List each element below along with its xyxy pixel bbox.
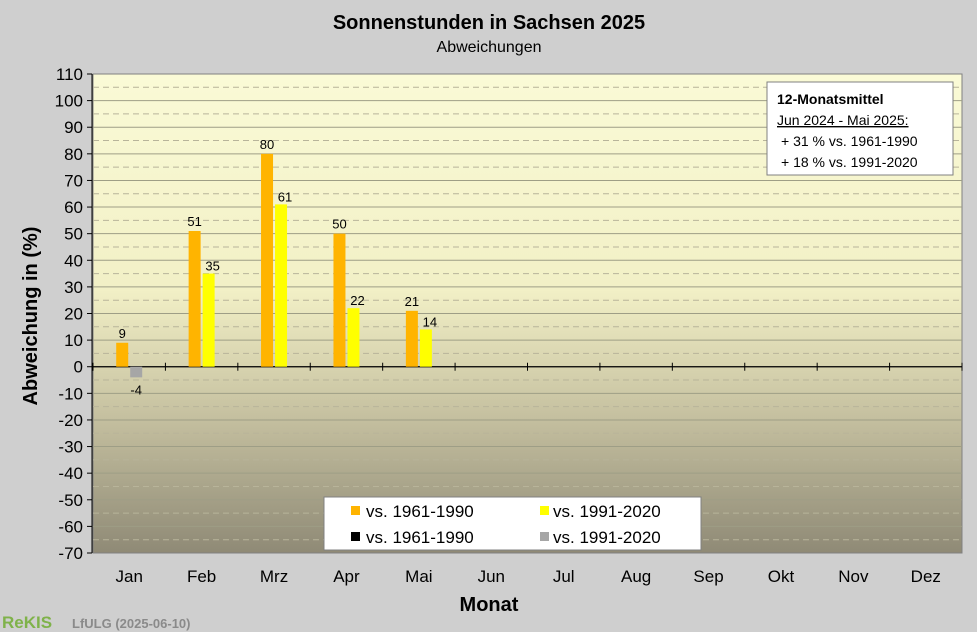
x-axis-label: Monat: [460, 594, 519, 616]
x-tick-label-feb: Feb: [187, 567, 216, 586]
bar-jan-vs-1991-2020-s3: [130, 366, 143, 378]
legend-swatch-1961-1990-current: [351, 506, 360, 515]
data-label-mai-s1: 14: [423, 314, 437, 329]
y-tick-label-40: -40: [58, 464, 83, 483]
y-tick-label-10: 10: [64, 331, 83, 350]
y-tick-label-80: 80: [64, 145, 83, 164]
data-label-mrz-s0: 80: [260, 137, 274, 152]
bar-mrz-vs-1991-2020-s1: [275, 204, 288, 367]
y-tick-labels: 1101009080706050403020100-10-20-30-40-50…: [55, 65, 83, 563]
bar-feb-vs-1991-2020-s1: [202, 273, 215, 367]
annotation-box: 12-Monatsmittel Jun 2024 - Mai 2025: + 3…: [766, 81, 954, 176]
y-tick-label-30: 30: [64, 278, 83, 297]
x-tick-label-jun: Jun: [478, 567, 505, 586]
bar-mai-vs-1991-2020-s1: [419, 329, 432, 367]
legend-swatch-1991-2020-current: [540, 506, 549, 515]
bar-apr-vs-1991-2020-s1: [347, 308, 360, 367]
y-tick-label-110: 110: [56, 65, 83, 84]
y-tick-label-30: -30: [58, 438, 83, 457]
data-label-apr-s0: 50: [332, 217, 346, 232]
y-tick-label-60: 60: [64, 198, 83, 217]
y-tick-label-20: -20: [58, 411, 83, 430]
x-tick-label-jul: Jul: [553, 567, 575, 586]
y-tick-label-100: 100: [55, 92, 83, 111]
bar-jan-vs-1961-1990-s0: [116, 342, 129, 367]
data-label-jan-s0: 9: [119, 326, 126, 341]
y-tick-label-20: 20: [64, 305, 83, 324]
bar-apr-vs-1961-1990-s0: [333, 233, 346, 367]
x-tick-label-okt: Okt: [768, 567, 795, 586]
legend-label-1991-2020-negative: vs. 1991-2020: [553, 528, 661, 547]
x-tick-label-mai: Mai: [405, 567, 432, 586]
bar-mrz-vs-1961-1990-s0: [261, 153, 274, 367]
x-tick-label-sep: Sep: [693, 567, 723, 586]
bars: 9 51 80 50 21 35 61 22 14 -4: [116, 137, 437, 397]
y-tick-label-60: -60: [58, 517, 83, 536]
y-tick-label-40: 40: [64, 251, 83, 270]
x-tick-labels: Jan Feb Mrz Apr Mai Jun Jul Aug Sep Okt Nov Dez: [115, 567, 940, 586]
rekis-logo: ReKIS: [2, 613, 52, 632]
data-label-jan-s3: -4: [130, 382, 142, 397]
x-tick-label-jan: Jan: [115, 567, 142, 586]
x-tick-label-aug: Aug: [621, 567, 651, 586]
y-tick-label-70: -70: [58, 544, 83, 563]
y-tick-label-70: 70: [64, 171, 83, 190]
annotation-line-2: + 18 % vs. 1991-2020: [781, 154, 918, 170]
x-tick-label-apr: Apr: [333, 567, 360, 586]
y-tick-label-50: 50: [64, 225, 83, 244]
legend-swatch-1961-1990-negative: [351, 532, 360, 541]
y-tick-label-10: -10: [58, 384, 83, 403]
data-label-apr-s1: 22: [350, 293, 364, 308]
legend-swatch-1991-2020-negative: [540, 532, 549, 541]
x-tick-label-dez: Dez: [911, 567, 941, 586]
legend: vs. 1961-1990 vs. 1991-2020 vs. 1961-199…: [323, 496, 702, 551]
legend-label-1961-1990-negative: vs. 1961-1990: [366, 528, 474, 547]
bar-feb-vs-1961-1990-s0: [188, 231, 201, 367]
data-label-feb-s0: 51: [187, 214, 201, 229]
chart-title: Sonnenstunden in Sachsen 2025: [333, 12, 645, 34]
data-label-mai-s0: 21: [405, 294, 419, 309]
y-tick-label-0: 0: [74, 358, 83, 377]
annotation-period: Jun 2024 - Mai 2025:: [777, 112, 909, 128]
y-axis-label: Abweichung in (%): [20, 227, 42, 406]
data-label-feb-s1: 35: [205, 259, 219, 274]
y-tick-label-90: 90: [64, 118, 83, 137]
footer-source: LfULG (2025-06-10): [72, 616, 190, 631]
bar-mai-vs-1961-1990-s0: [405, 310, 418, 367]
data-label-mrz-s1: 61: [278, 189, 292, 204]
legend-label-1961-1990-current: vs. 1961-1990: [366, 502, 474, 521]
annotation-title: 12-Monatsmittel: [777, 91, 884, 107]
x-tick-label-mrz: Mrz: [260, 567, 288, 586]
legend-label-1991-2020-current: vs. 1991-2020: [553, 502, 661, 521]
y-tick-label-50: -50: [58, 491, 83, 510]
chart-subtitle: Abweichungen: [437, 39, 542, 56]
x-tick-label-nov: Nov: [838, 567, 869, 586]
annotation-line-1: + 31 % vs. 1961-1990: [781, 133, 918, 149]
